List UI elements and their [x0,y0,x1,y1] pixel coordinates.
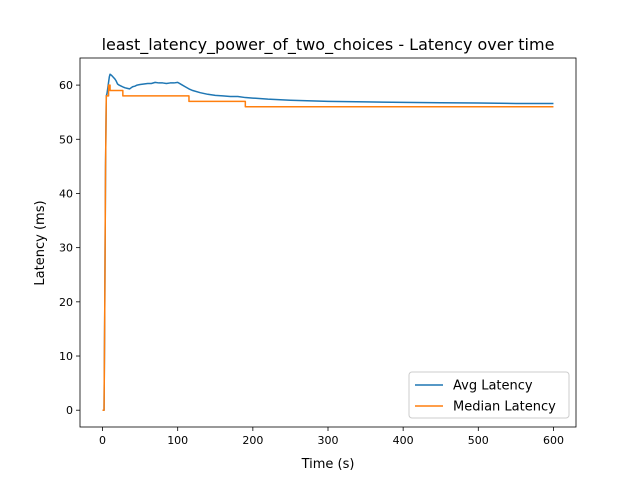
x-axis-label: Time (s) [301,457,355,472]
x-tick-label: 600 [543,434,564,447]
y-tick-label: 10 [59,350,73,363]
x-tick-label: 0 [99,434,106,447]
chart-title: least_latency_power_of_two_choices - Lat… [102,35,555,55]
legend-box [408,371,570,419]
x-tick-label: 100 [167,434,188,447]
series-lines [102,73,554,411]
x-tick-label: 200 [242,434,263,447]
y-tick-label: 30 [59,242,73,255]
y-tick-label: 0 [66,404,73,417]
y-tick-label: 50 [59,133,73,146]
x-tick-label: 400 [393,434,414,447]
series-line-avg-latency [102,73,554,411]
y-tick-label: 40 [59,187,73,200]
y-axis-label: Latency (ms) [33,200,48,285]
legend: Avg Latency Median Latency [408,371,570,419]
plot-axes: 0 100 200 300 400 500 600 0 10 20 30 40 50 60 [59,57,577,447]
series-line-median-latency [102,84,554,411]
x-tick-label: 300 [318,434,339,447]
plot-frame [79,57,577,428]
legend-label-avg-latency: Avg Latency [453,379,533,394]
y-tick-label: 20 [59,296,73,309]
y-tick-label: 60 [59,79,73,92]
legend-label-median-latency: Median Latency [453,400,556,415]
x-tick-label: 500 [468,434,489,447]
